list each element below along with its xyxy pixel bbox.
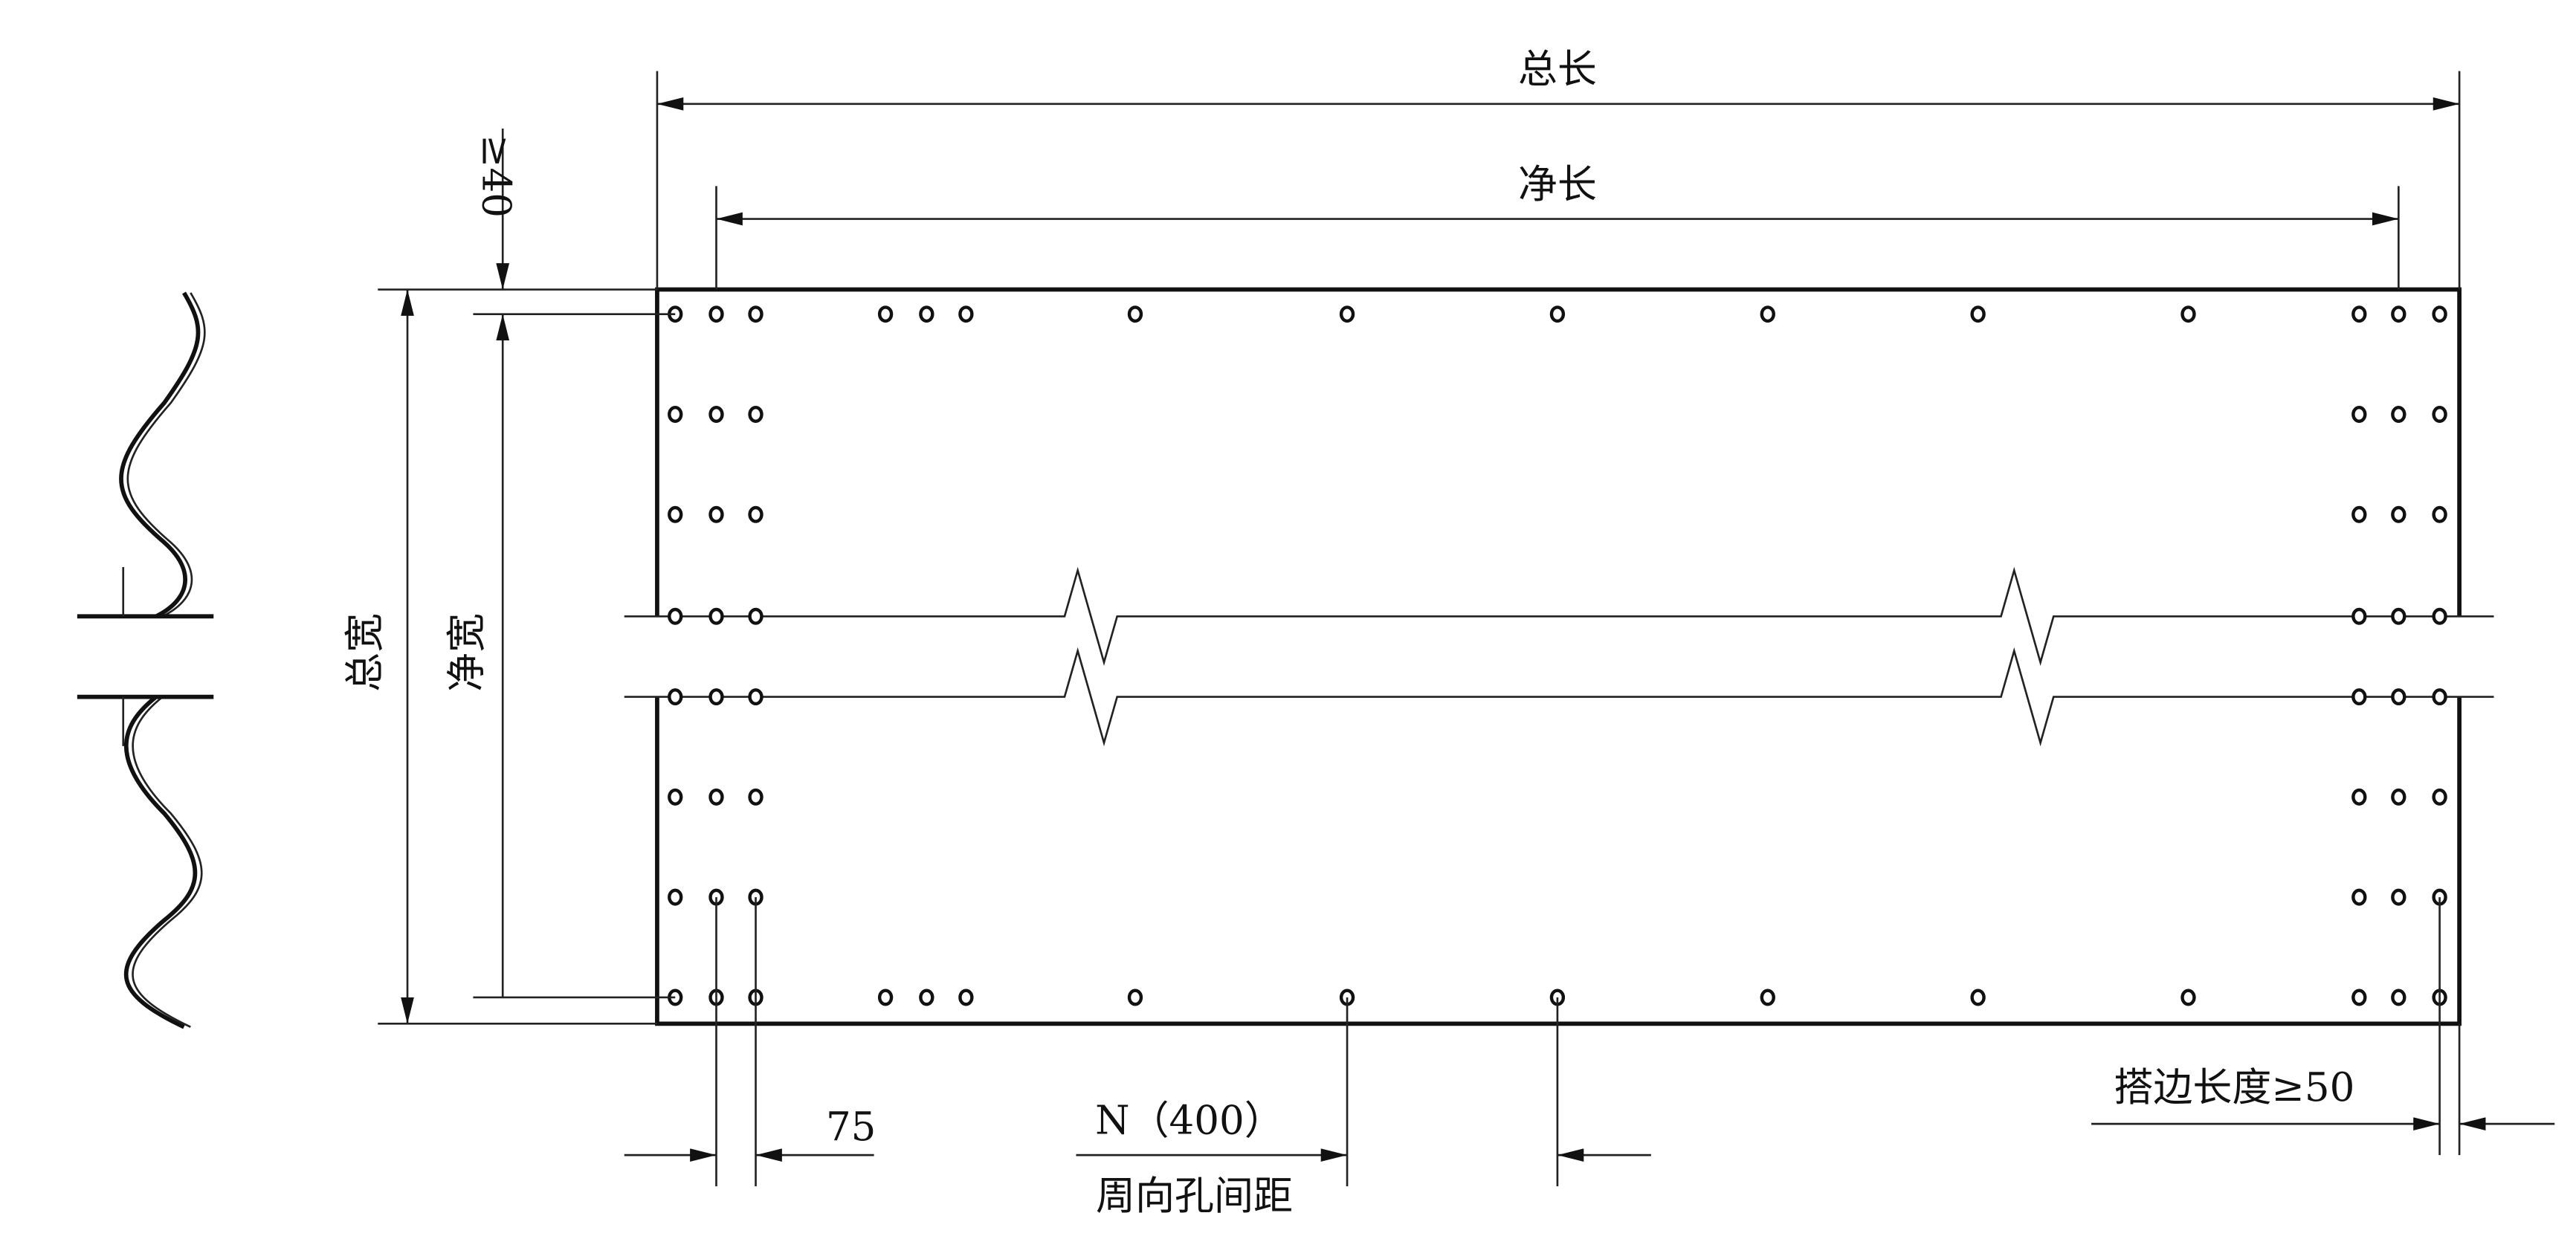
- bolt-hole: [708, 607, 724, 625]
- hole-offset-dimension: 75: [624, 897, 876, 1187]
- bolt-hole: [668, 788, 683, 806]
- bolt-hole: [2351, 688, 2367, 706]
- bolt-hole: [2180, 305, 2196, 323]
- bolt-hole: [748, 505, 764, 523]
- edge-distance-dimension: ≥40: [378, 128, 676, 1025]
- net-width-dimension: 净宽: [444, 613, 490, 692]
- bolt-hole: [668, 688, 683, 706]
- bolt-hole: [2351, 788, 2367, 806]
- total-width-label: 总宽: [342, 613, 388, 692]
- bolt-hole: [1970, 305, 1986, 323]
- bolt-hole: [2391, 788, 2406, 806]
- bolt-hole: [1549, 305, 1566, 323]
- bolt-hole: [2432, 305, 2447, 323]
- edge-distance-label: ≥40: [474, 135, 520, 218]
- bolt-hole: [668, 888, 683, 906]
- bolt-hole: [748, 305, 764, 323]
- bolt-hole: [2391, 888, 2406, 906]
- bolt-hole: [2180, 989, 2196, 1006]
- hole-spacing-label: N（400）: [1095, 1097, 1284, 1143]
- bolt-hole: [2351, 505, 2367, 523]
- bolt-holes: [668, 305, 2447, 1006]
- hole-spacing-dimension: N（400） 周向孔间距: [1076, 997, 1651, 1219]
- corrugation-profile: [77, 291, 214, 1029]
- bolt-hole: [958, 305, 974, 323]
- bolt-hole: [668, 405, 683, 423]
- bolt-hole: [919, 305, 934, 323]
- hole-offset-label: 75: [826, 1104, 876, 1150]
- bolt-hole: [1760, 989, 1775, 1006]
- bolt-hole: [2391, 505, 2406, 523]
- net-width-label: 净宽: [444, 613, 490, 692]
- bolt-hole: [708, 505, 724, 523]
- bolt-hole: [2391, 305, 2406, 323]
- total-length-dimension: 总长: [656, 46, 2461, 290]
- net-length-label: 净长: [1518, 161, 1597, 207]
- bolt-hole: [919, 989, 934, 1006]
- bolt-hole: [877, 305, 894, 323]
- bolt-hole: [2391, 989, 2406, 1006]
- bolt-hole: [1760, 305, 1775, 323]
- overlap-label: 搭边长度≥50: [2114, 1064, 2354, 1110]
- bolt-hole: [2351, 305, 2367, 323]
- hole-spacing-caption: 周向孔间距: [1096, 1173, 1293, 1219]
- bolt-hole: [2351, 607, 2367, 625]
- bolt-hole: [2351, 888, 2367, 906]
- bolt-hole: [668, 505, 683, 523]
- bolt-hole: [748, 405, 764, 423]
- bolt-hole: [748, 607, 764, 625]
- bolt-hole: [668, 607, 683, 625]
- bolt-hole: [2432, 607, 2447, 625]
- bolt-hole: [2432, 788, 2447, 806]
- bolt-hole: [2351, 405, 2367, 423]
- net-length-dimension: 净长: [715, 161, 2400, 290]
- total-length-label: 总长: [1518, 46, 1597, 92]
- total-width-dimension: 总宽: [342, 289, 414, 1024]
- bolt-hole: [748, 788, 764, 806]
- bolt-hole: [1127, 305, 1143, 323]
- bolt-hole: [2432, 688, 2447, 706]
- bolt-hole: [958, 989, 974, 1006]
- bolt-hole: [708, 405, 724, 423]
- bolt-hole: [2391, 688, 2406, 706]
- bolt-hole: [2432, 405, 2447, 423]
- bolt-hole: [1127, 989, 1143, 1006]
- plate-outline: [624, 287, 2494, 1026]
- bolt-hole: [708, 688, 724, 706]
- bolt-hole: [748, 688, 764, 706]
- bolt-hole: [1339, 305, 1355, 323]
- bolt-hole: [708, 788, 724, 806]
- bolt-hole: [2432, 505, 2447, 523]
- bolt-hole: [2351, 989, 2367, 1006]
- bolt-hole: [2391, 607, 2406, 625]
- bolt-hole: [877, 989, 894, 1006]
- overlap-dimension: 搭边长度≥50: [2091, 897, 2555, 1156]
- bolt-hole: [708, 305, 724, 323]
- bolt-hole: [1970, 989, 1986, 1006]
- bolt-hole: [2391, 405, 2406, 423]
